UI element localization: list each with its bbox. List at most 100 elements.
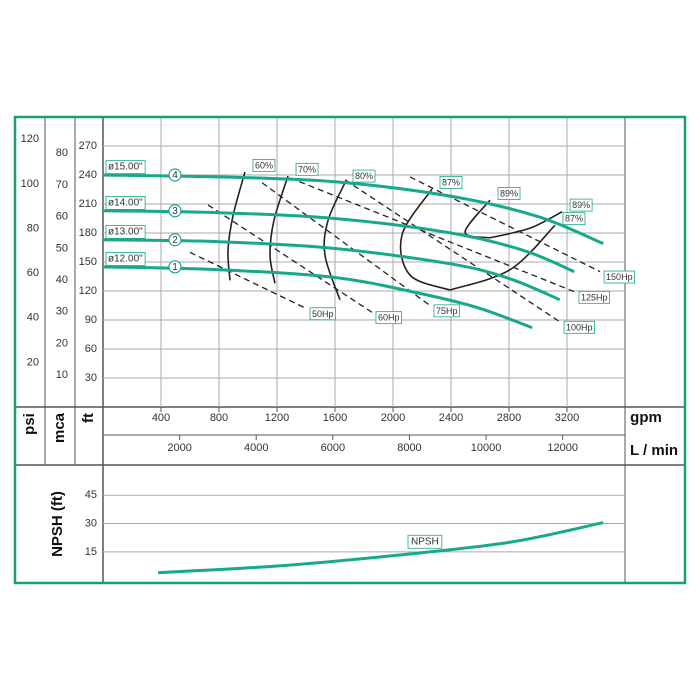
mca-tick-label: 30 [56, 306, 68, 318]
efficiency-label-box [439, 175, 463, 189]
efficiency-label: 70% [298, 164, 316, 174]
power-line [189, 251, 307, 309]
mca-tick-label: 70 [56, 179, 68, 191]
x-tick-label: 2000 [381, 412, 405, 424]
power-label-box [433, 304, 460, 318]
head-curve [102, 265, 533, 330]
efficiency-contour [323, 182, 346, 300]
power-line [344, 179, 561, 323]
curve-name: ø15.00" [108, 162, 143, 173]
curve-name-box [105, 196, 146, 210]
efficiency-label-box [569, 198, 593, 212]
y-tick-label: 270 [79, 140, 97, 152]
efficiency-label-box [295, 162, 319, 176]
x2-tick-label: 10000 [471, 442, 502, 454]
psi-tick-label: 100 [21, 178, 39, 190]
efficiency-contour [489, 211, 563, 239]
power-label-box [375, 311, 402, 325]
y-tick-label: 45 [85, 489, 97, 501]
curve-number-circle [168, 204, 182, 218]
efficiency-contour [449, 224, 556, 291]
head-curve [102, 238, 561, 302]
psi-axis-title: psi [21, 413, 38, 435]
curve-number: 1 [172, 262, 178, 273]
x2-tick-label: 8000 [397, 442, 421, 454]
efficiency-label: 89% [572, 200, 590, 210]
power-label-box [603, 270, 635, 284]
efficiency-label: 87% [565, 214, 583, 224]
efficiency-contour [227, 171, 246, 281]
x-tick-label: 400 [152, 412, 170, 424]
y-tick-label: 60 [85, 343, 97, 355]
power-label: 150Hp [606, 272, 633, 282]
psi-tick-label: 120 [21, 133, 39, 145]
curve-name: ø14.00" [108, 197, 143, 208]
y-tick-label: 90 [85, 314, 97, 326]
power-label-box [578, 290, 610, 304]
x-tick-label: 2400 [439, 412, 463, 424]
curve-name: ø13.00" [108, 226, 143, 237]
efficiency-label-box [497, 187, 521, 200]
power-line [261, 182, 431, 307]
efficiency-label-box [562, 212, 586, 226]
mca-tick-label: 60 [56, 211, 68, 223]
efficiency-label: 80% [355, 171, 373, 181]
curve-name-box [105, 160, 146, 175]
curve-name: NPSH [411, 536, 439, 547]
frame [15, 117, 685, 583]
x2-tick-label: 6000 [321, 442, 345, 454]
ft-axis-title: ft [80, 413, 97, 423]
power-label-box [309, 307, 336, 321]
psi-tick-label: 60 [27, 267, 39, 279]
curve-name: ø12.00" [108, 253, 143, 264]
x-tick-label: 1600 [323, 412, 347, 424]
power-label: 75Hp [436, 306, 458, 316]
outer-border [13, 115, 687, 585]
psi-tick-label: 20 [27, 356, 39, 368]
efficiency-label: 89% [500, 189, 518, 199]
curve-name-box [105, 252, 146, 266]
efficiency-contour [464, 199, 491, 239]
efficiency-label: 87% [442, 177, 460, 187]
curve-number-circle [168, 260, 182, 274]
psi-tick-label: 80 [27, 222, 39, 234]
gpm-axis-title: gpm [630, 409, 662, 426]
power-label: 60Hp [378, 313, 400, 323]
y-tick-label: 180 [79, 227, 97, 239]
curve-name-box [105, 225, 146, 239]
head-curve [102, 173, 604, 246]
x-tick-label: 2800 [497, 412, 521, 424]
y-tick-label: 30 [85, 517, 97, 529]
power-label: 125Hp [581, 292, 608, 302]
y-tick-label: 120 [79, 285, 97, 297]
power-label: 50Hp [312, 309, 334, 319]
head-curve [102, 209, 575, 274]
curve-number: 2 [172, 235, 178, 246]
mca-axis-title: mca [51, 412, 68, 443]
mca-tick-label: 50 [56, 242, 68, 254]
x-tick-label: 1200 [265, 412, 289, 424]
power-line [409, 176, 601, 273]
x-tick-label: 800 [210, 412, 228, 424]
power-line [289, 177, 576, 293]
power-label: 100Hp [566, 322, 593, 332]
x2-tick-label: 2000 [167, 442, 191, 454]
y-tick-label: 15 [85, 546, 97, 558]
power-label-box [563, 320, 595, 334]
efficiency-label-box [252, 159, 276, 172]
y-tick-label: 150 [79, 256, 97, 268]
mca-tick-label: 80 [56, 147, 68, 159]
head-curve [158, 521, 604, 575]
y-tick-label: 30 [85, 372, 97, 384]
curve-number: 4 [172, 170, 178, 181]
x2-tick-label: 4000 [244, 442, 268, 454]
efficiency-label-box [352, 169, 376, 183]
x-tick-label: 3200 [555, 412, 579, 424]
lmin-axis-title: L / min [630, 442, 678, 459]
curve-number-circle [168, 168, 182, 182]
curve-number-circle [168, 233, 182, 247]
mca-tick-label: 40 [56, 274, 68, 286]
psi-tick-label: 40 [27, 312, 39, 324]
